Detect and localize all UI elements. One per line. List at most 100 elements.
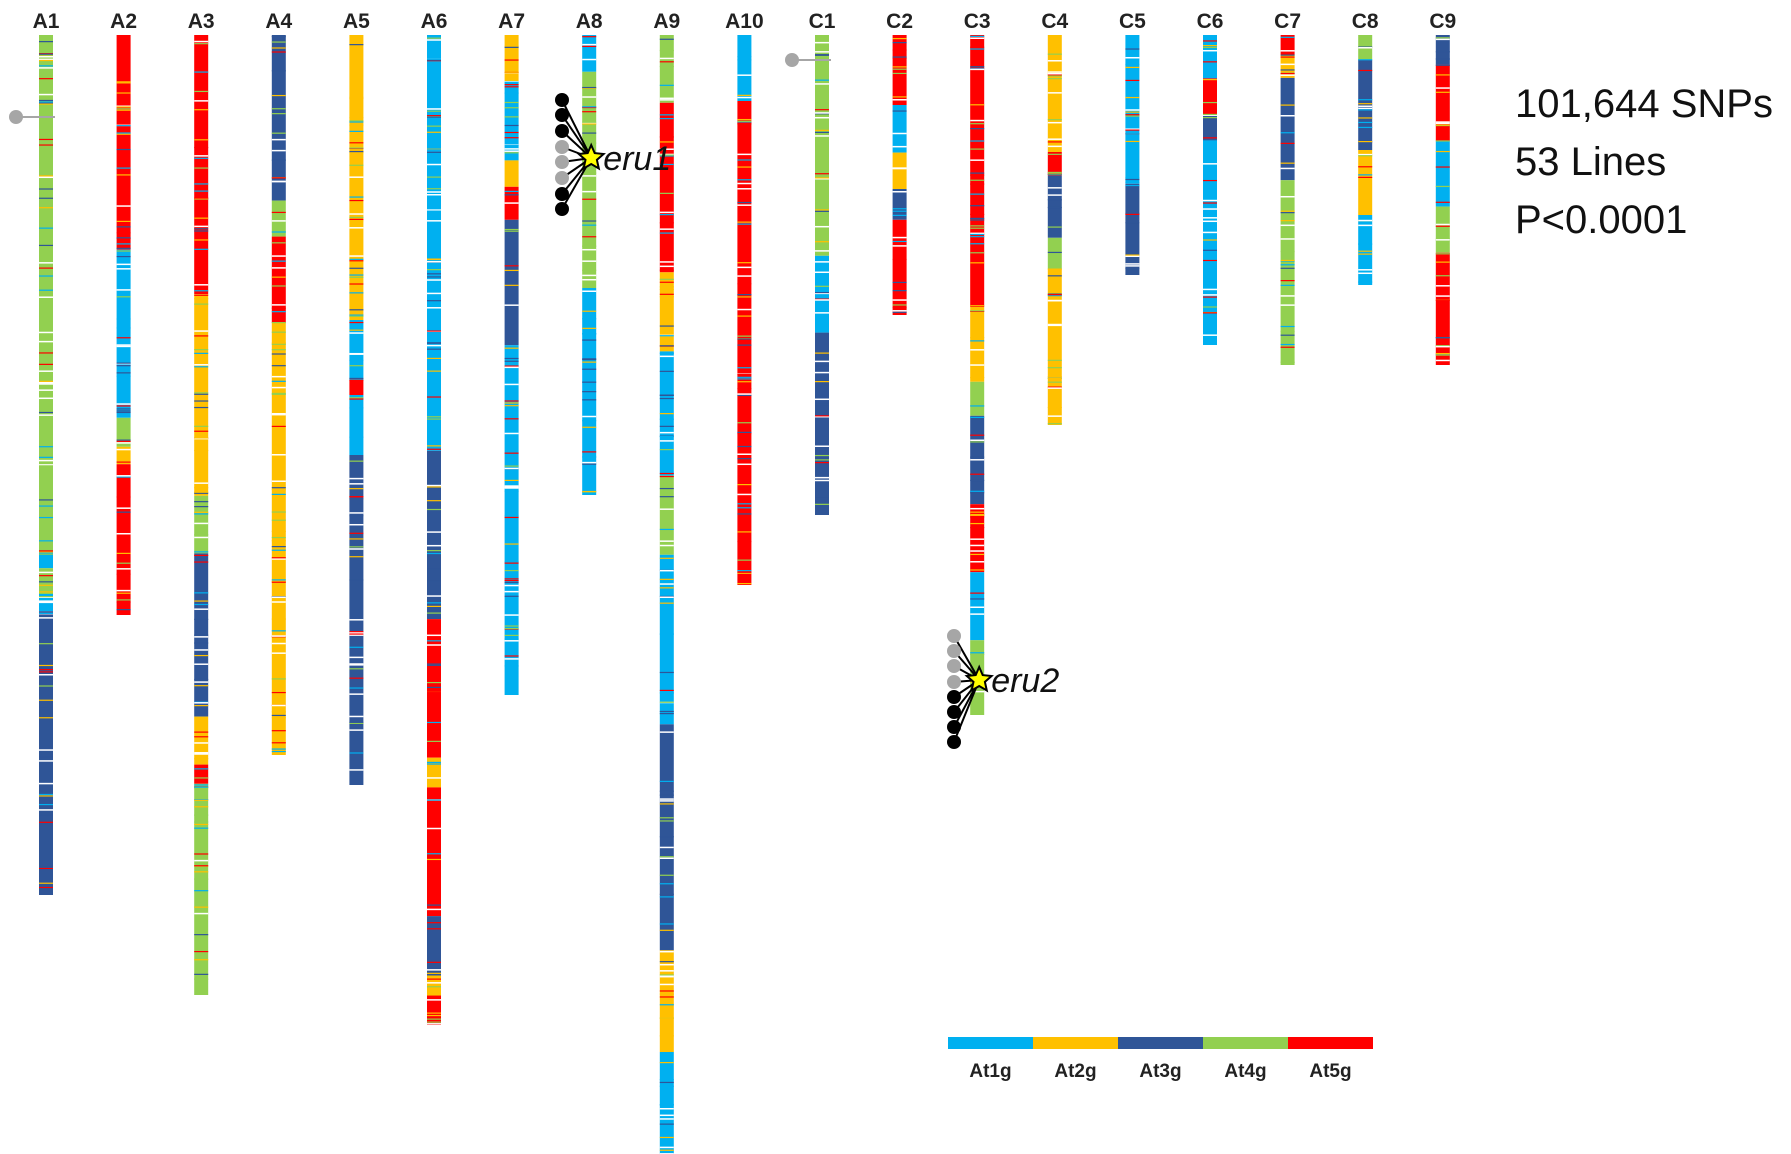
snp-tick: [194, 352, 209, 354]
snp-tick: [271, 601, 286, 603]
snp-tick: [116, 255, 131, 258]
synteny-block-a9-2: [659, 102, 674, 273]
snp-tick: [504, 625, 519, 627]
snp-tick: [659, 1017, 674, 1019]
snp-tick: [659, 325, 674, 327]
snp-tick: [504, 595, 519, 597]
snp-tick: [815, 312, 829, 314]
synteny-block-a3-7: [194, 783, 209, 995]
snp-tick: [39, 381, 53, 384]
snp-tick: [194, 534, 209, 536]
snp-tick: [1125, 56, 1140, 59]
snp-tick: [194, 536, 209, 539]
snp-tick: [659, 929, 674, 931]
snp-tick: [504, 265, 519, 267]
synteny-block-c4-4: [1047, 237, 1062, 269]
snp-tick: [970, 434, 985, 436]
snp-tick: [582, 220, 597, 222]
snp-tick: [427, 37, 441, 39]
snp-tick: [892, 42, 907, 44]
snp-tick: [582, 327, 597, 329]
snp-tick: [271, 642, 286, 645]
snp-tick: [271, 94, 286, 97]
snp-tick: [659, 975, 674, 978]
snp-tick: [970, 592, 985, 594]
snp-tick: [271, 220, 286, 222]
snp-tick: [504, 515, 519, 517]
snp-tick: [271, 536, 286, 539]
snp-tick: [427, 273, 441, 275]
snp-tick: [349, 677, 364, 679]
snp-tick: [892, 299, 907, 301]
snp-tick: [737, 223, 752, 225]
snp-tick: [271, 596, 286, 599]
snp-tick: [427, 664, 441, 666]
snp-tick: [194, 482, 209, 484]
snp-tick: [504, 562, 519, 564]
snp-tick: [39, 53, 53, 55]
snp-tick: [504, 490, 519, 492]
snp-tick: [1203, 231, 1217, 234]
snp-tick: [1203, 306, 1217, 308]
snp-tick: [504, 45, 519, 47]
snp-tick: [970, 243, 985, 245]
snp-tick: [504, 590, 519, 593]
snp-tick: [659, 472, 674, 475]
snp-tick: [194, 649, 209, 651]
snp-tick: [504, 578, 519, 580]
chromosome-label-c5: C5: [1119, 10, 1146, 33]
snp-tick: [1047, 119, 1062, 121]
legend-swatch-at1g: [948, 1037, 1033, 1049]
snp-tick: [116, 168, 131, 170]
snp-tick: [427, 110, 441, 112]
snp-tick: [892, 311, 907, 313]
snp-tick: [582, 111, 597, 113]
snp-tick: [1358, 224, 1373, 227]
snp-tick: [194, 784, 209, 786]
snp-tick: [1203, 45, 1217, 47]
snp-tick: [504, 402, 519, 404]
snp-tick: [349, 309, 364, 311]
snp-tick: [815, 131, 829, 134]
snp-tick: [659, 996, 674, 998]
synteny-block-c7-2: [1280, 54, 1295, 78]
snp-tick: [39, 103, 53, 105]
snp-tick: [737, 188, 752, 190]
snp-tick: [427, 396, 441, 398]
snp-tick: [39, 749, 53, 751]
snp-tick: [659, 449, 674, 451]
snp-tick: [892, 214, 907, 216]
snp-tick: [39, 699, 53, 701]
snp-tick: [1280, 104, 1295, 106]
snp-tick: [1203, 139, 1217, 141]
snp-tick: [659, 97, 674, 100]
snp-tick: [815, 298, 829, 300]
snp-tick: [815, 371, 829, 374]
snp-tick: [659, 228, 674, 230]
snp-tick: [815, 209, 829, 211]
snp-tick: [892, 167, 907, 170]
snp-tick: [582, 132, 597, 134]
snp-tick: [116, 461, 131, 463]
snp-tick: [737, 376, 752, 378]
snp-tick: [504, 148, 519, 150]
snp-tick: [349, 332, 364, 334]
snp-tick: [1203, 202, 1217, 204]
snp-tick: [970, 205, 985, 207]
snp-tick: [39, 389, 53, 391]
snp-tick: [116, 220, 131, 222]
snp-tick: [39, 363, 53, 365]
snp-tick: [737, 433, 752, 435]
synteny-block-a7-3: [504, 160, 519, 187]
snp-tick: [116, 243, 131, 245]
synteny-block-a9-5: [659, 475, 674, 555]
snp-tick: [659, 1114, 674, 1117]
snp-tick: [970, 193, 985, 195]
snp-tick: [271, 748, 286, 750]
snp-tick: [1358, 219, 1373, 222]
snp-tick: [659, 896, 674, 898]
snp-tick: [271, 489, 286, 491]
snp-tick: [427, 853, 441, 855]
snp-tick: [1047, 71, 1062, 73]
snp-tick: [659, 394, 674, 396]
